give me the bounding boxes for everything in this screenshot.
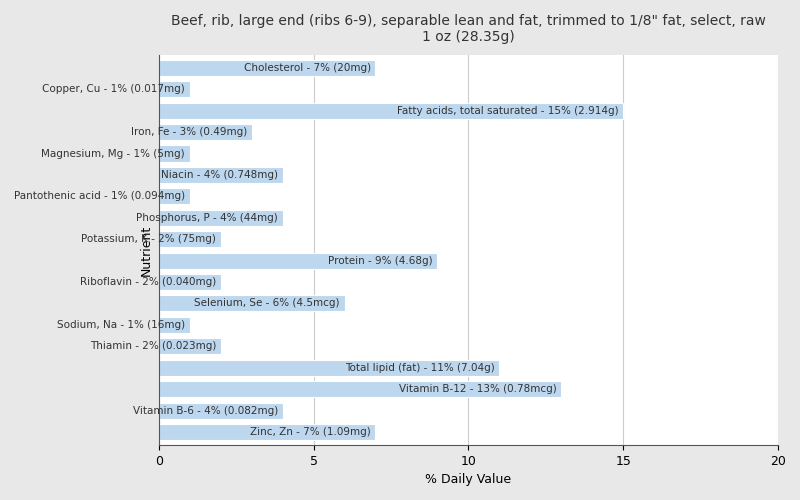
Bar <box>158 338 221 354</box>
Bar <box>158 60 375 76</box>
Text: Sodium, Na - 1% (16mg): Sodium, Na - 1% (16mg) <box>57 320 185 330</box>
Text: Protein - 9% (4.68g): Protein - 9% (4.68g) <box>328 256 433 266</box>
Bar <box>158 124 251 140</box>
Text: Vitamin B-6 - 4% (0.082mg): Vitamin B-6 - 4% (0.082mg) <box>133 406 278 415</box>
Text: Vitamin B-12 - 13% (0.78mcg): Vitamin B-12 - 13% (0.78mcg) <box>399 384 557 394</box>
Text: Zinc, Zn - 7% (1.09mg): Zinc, Zn - 7% (1.09mg) <box>250 427 371 437</box>
Text: Pantothenic acid - 1% (0.094mg): Pantothenic acid - 1% (0.094mg) <box>14 192 185 202</box>
Title: Beef, rib, large end (ribs 6-9), separable lean and fat, trimmed to 1/8" fat, se: Beef, rib, large end (ribs 6-9), separab… <box>171 14 766 44</box>
Text: Riboflavin - 2% (0.040mg): Riboflavin - 2% (0.040mg) <box>80 277 216 287</box>
Bar <box>158 102 623 118</box>
Text: Niacin - 4% (0.748mg): Niacin - 4% (0.748mg) <box>161 170 278 180</box>
Text: Fatty acids, total saturated - 15% (2.914g): Fatty acids, total saturated - 15% (2.91… <box>397 106 618 116</box>
Text: Iron, Fe - 3% (0.49mg): Iron, Fe - 3% (0.49mg) <box>130 127 247 137</box>
Bar <box>158 381 562 397</box>
Text: Cholesterol - 7% (20mg): Cholesterol - 7% (20mg) <box>244 63 371 73</box>
X-axis label: % Daily Value: % Daily Value <box>426 473 511 486</box>
Bar <box>158 274 221 290</box>
Bar <box>158 210 282 226</box>
Bar <box>158 188 190 204</box>
Bar <box>158 424 375 440</box>
Bar <box>158 81 190 98</box>
Bar <box>158 252 438 268</box>
Bar <box>158 296 345 312</box>
Bar <box>158 317 190 333</box>
Bar <box>158 231 221 247</box>
Text: Phosphorus, P - 4% (44mg): Phosphorus, P - 4% (44mg) <box>136 213 278 223</box>
Text: Copper, Cu - 1% (0.017mg): Copper, Cu - 1% (0.017mg) <box>42 84 185 94</box>
Y-axis label: Nutrient: Nutrient <box>140 224 153 276</box>
Text: Potassium, K - 2% (75mg): Potassium, K - 2% (75mg) <box>81 234 216 244</box>
Text: Total lipid (fat) - 11% (7.04g): Total lipid (fat) - 11% (7.04g) <box>345 362 494 372</box>
Bar <box>158 167 282 183</box>
Bar <box>158 360 499 376</box>
Bar <box>158 146 190 162</box>
Bar <box>158 402 282 418</box>
Text: Thiamin - 2% (0.023mg): Thiamin - 2% (0.023mg) <box>90 342 216 351</box>
Text: Selenium, Se - 6% (4.5mcg): Selenium, Se - 6% (4.5mcg) <box>194 298 340 308</box>
Text: Magnesium, Mg - 1% (5mg): Magnesium, Mg - 1% (5mg) <box>42 148 185 158</box>
